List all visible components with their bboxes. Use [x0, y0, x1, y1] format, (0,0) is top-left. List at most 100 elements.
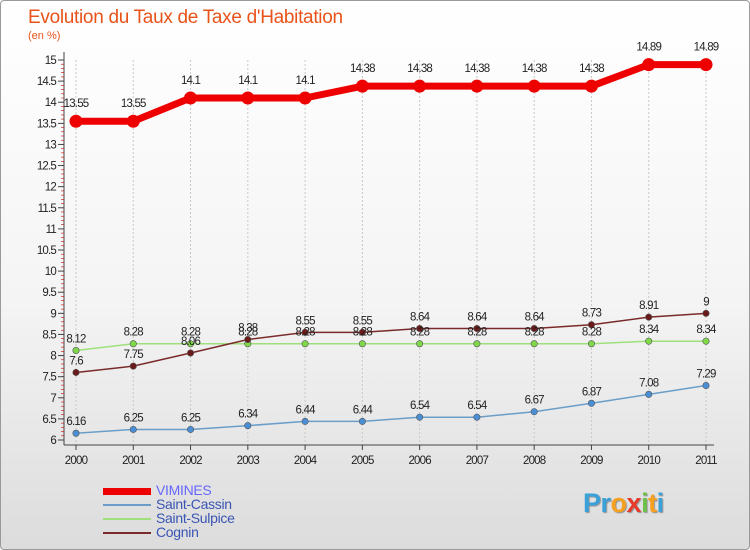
data-point — [473, 413, 481, 421]
data-point — [530, 340, 538, 348]
data-label: 8.64 — [410, 312, 431, 324]
y-tick-label: 6 — [50, 435, 56, 447]
y-tick-label: 10 — [45, 266, 57, 278]
data-label: 8.64 — [467, 312, 488, 324]
data-label: 8.28 — [353, 327, 373, 339]
y-tick-label: 13.5 — [37, 118, 57, 130]
data-label: 14.38 — [350, 63, 375, 75]
legend-swatch — [103, 504, 151, 506]
data-point — [187, 425, 195, 433]
y-tick-label: 7.5 — [42, 372, 56, 384]
x-tick-label: 2001 — [122, 455, 145, 467]
data-point — [416, 413, 424, 421]
data-point — [530, 408, 538, 416]
x-tick-label: 2011 — [695, 455, 717, 467]
y-tick-label: 11 — [46, 224, 57, 236]
data-point — [72, 346, 80, 354]
data-point — [301, 328, 309, 336]
data-point — [645, 313, 653, 321]
data-label: 9 — [703, 296, 709, 308]
data-point — [702, 309, 710, 317]
series-line-cognin — [75, 312, 707, 374]
legend-label: Saint-Sulpice — [156, 510, 235, 526]
data-point — [530, 325, 538, 333]
data-label: 7.29 — [696, 369, 716, 381]
data-point — [645, 390, 653, 398]
data-point — [416, 340, 424, 348]
data-label: 8.64 — [525, 312, 546, 324]
data-point — [645, 337, 653, 345]
logo-letter: r — [600, 488, 612, 518]
series-line-saint-cassin — [75, 384, 707, 434]
data-point — [129, 340, 137, 348]
legend-label: Cognin — [156, 524, 199, 540]
series-lines — [69, 58, 713, 437]
data-point — [702, 382, 710, 390]
legend-item: VIMINES — [103, 482, 303, 498]
x-tick-label: 2006 — [408, 455, 431, 467]
y-tick-label: 14 — [45, 97, 58, 109]
data-point — [69, 114, 83, 128]
data-label: 6.44 — [353, 404, 374, 416]
data-label: 8.06 — [181, 336, 201, 348]
data-label: 8.55 — [295, 315, 315, 327]
y-tick-label: 9 — [50, 308, 56, 320]
y-tick-label: 12 — [45, 182, 57, 194]
chart-title: Evolution du Taux de Taxe d'Habitation — [28, 7, 343, 28]
data-point — [413, 79, 427, 93]
data-label: 8.38 — [238, 323, 258, 335]
logo-letter: i — [656, 488, 665, 518]
data-label: 7.75 — [124, 349, 144, 361]
legend-item: Saint-Sulpice — [103, 510, 303, 526]
data-point — [244, 336, 252, 344]
y-tick-label: 9.5 — [42, 287, 56, 299]
logo-letter: x — [626, 488, 642, 518]
data-label: 6.16 — [66, 416, 86, 428]
y-tick-label: 10.5 — [37, 245, 57, 257]
data-point — [129, 425, 137, 433]
data-point — [473, 325, 481, 333]
logo-letter: i — [641, 488, 649, 518]
x-tick-label: 2005 — [351, 455, 374, 467]
x-tick-label: 2000 — [65, 455, 88, 467]
logo-letter: o — [610, 488, 628, 518]
x-tick-label: 2008 — [523, 455, 546, 467]
grid — [75, 60, 707, 448]
data-point — [72, 429, 80, 437]
series-line-saint-sulpice — [75, 340, 706, 352]
legend-item: Cognin — [103, 524, 303, 540]
data-label: 6.34 — [238, 409, 259, 421]
data-point — [587, 340, 595, 348]
data-label: 8.28 — [410, 327, 430, 339]
data-label: 6.25 — [181, 412, 201, 424]
data-point — [527, 79, 541, 93]
data-label: 8.28 — [124, 327, 144, 339]
proxiti-logo: Proxiti — [583, 488, 664, 519]
data-point — [584, 79, 598, 93]
legend-swatch — [103, 532, 151, 534]
data-label: 7.6 — [69, 355, 83, 367]
data-point — [587, 399, 595, 407]
data-point — [301, 417, 309, 425]
data-label: 8.28 — [525, 327, 545, 339]
series-line-vimines — [76, 61, 706, 125]
data-label: 13.55 — [121, 98, 146, 110]
data-label: 14.38 — [407, 63, 432, 75]
x-tick-label: 2003 — [237, 455, 260, 467]
data-label: 8.73 — [582, 308, 602, 320]
data-label: 14.1 — [295, 75, 315, 87]
data-label: 8.34 — [696, 324, 717, 336]
data-point — [241, 91, 255, 105]
data-label: 13.55 — [64, 98, 89, 110]
legend-item: Saint-Cassin — [103, 497, 303, 512]
data-label: 14.38 — [522, 63, 547, 75]
data-label: 14.1 — [181, 75, 201, 87]
data-label: 14.38 — [465, 63, 490, 75]
legend-label: VIMINES — [156, 482, 212, 498]
data-label: 8.91 — [639, 300, 659, 312]
data-point — [702, 337, 710, 345]
data-point — [184, 91, 198, 105]
data-label: 6.87 — [582, 386, 602, 398]
data-point — [587, 321, 595, 329]
